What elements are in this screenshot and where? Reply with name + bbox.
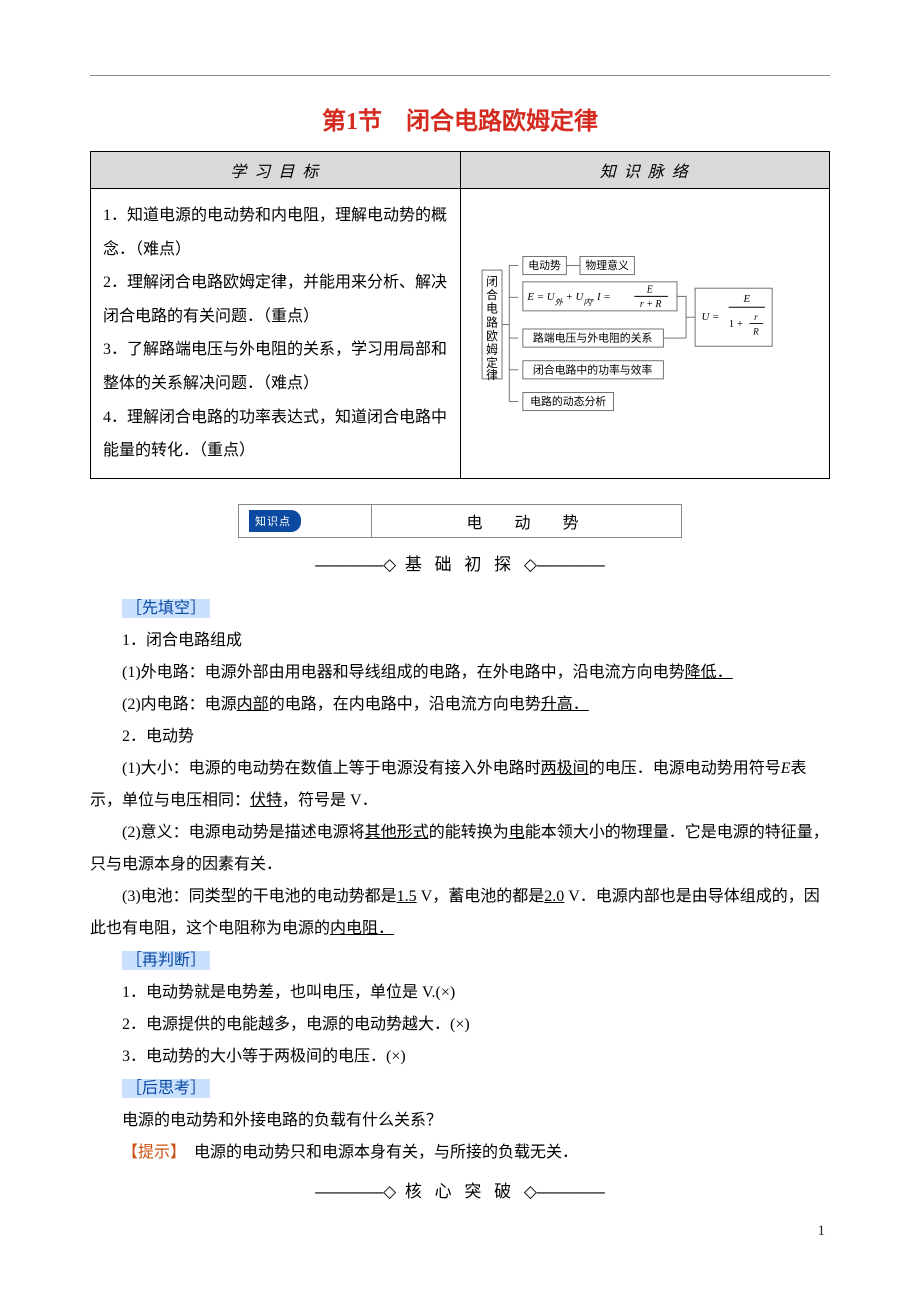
header-table: 学 习 目 标 知 识 脉 络 1．知道电源的电动势和内电阻，理解电动势的概念．… [90, 151, 830, 479]
knowledge-point-bar: 知识点 电 动 势 [90, 504, 830, 538]
svg-text:R: R [752, 326, 759, 336]
page-number: 1 [818, 1223, 826, 1240]
para-3: (2)内电路：电源内部的电路，在内电路中，沿电流方向电势升高． [90, 689, 830, 721]
answer-1: 【提示】 电源的电动势只和电源本身有关，与所接的负载无关． [90, 1137, 830, 1169]
para-7: (3)电池：同类型的干电池的电动势都是1.5 V，蓄电池的都是2.0 V．电源内… [90, 881, 830, 945]
svg-text:1 +: 1 + [728, 318, 742, 330]
svg-text:r: r [754, 312, 758, 322]
th-goals: 学 习 目 标 [91, 152, 461, 189]
para-1: 1．闭合电路组成 [90, 625, 830, 657]
goals-cell: 1．知道电源的电动势和内电阻，理解电动势的概念．（难点） 2．理解闭合电路欧姆定… [91, 189, 461, 479]
knowledge-map-svg: 闭 合 电 路 欧 姆 定 律 电动势 [473, 199, 818, 459]
svg-text:律: 律 [486, 369, 498, 382]
label-fill: ［先填空］ [122, 599, 210, 618]
page-title: 第1节 闭合电路欧姆定律 [90, 101, 830, 136]
label-think: ［后思考］ [122, 1079, 210, 1098]
svg-text:E = U外 + U内, I =: E = U外 + U内, I = [526, 291, 610, 307]
svg-text:合: 合 [486, 288, 498, 302]
svg-text:欧: 欧 [486, 330, 498, 343]
para-4: 2．电动势 [90, 721, 830, 753]
judge-3: 3．电动势的大小等于两极间的电压．(×) [90, 1041, 830, 1073]
subsection-basic: ————◇ 基 础 初 探 ◇———— [90, 550, 830, 575]
knowledge-map-cell: 闭 合 电 路 欧 姆 定 律 电动势 [460, 189, 830, 479]
question-1: 电源的电动势和外接电路的负载有什么关系？ [90, 1105, 830, 1137]
subsection-core: ————◇ 核 心 突 破 ◇———— [90, 1177, 830, 1202]
svg-text:闭: 闭 [486, 275, 498, 288]
svg-text:闭合电路中的功率与效率: 闭合电路中的功率与效率 [532, 362, 652, 376]
svg-text:路端电压与外电阻的关系: 路端电压与外电阻的关系 [532, 331, 652, 345]
svg-text:路: 路 [486, 315, 498, 329]
svg-text:电: 电 [486, 303, 498, 316]
kp-label: 电 动 势 [371, 504, 681, 537]
svg-text:电动势: 电动势 [528, 259, 561, 272]
svg-text:U =: U = [701, 311, 719, 323]
para-2: (1)外电路：电源外部由用电器和导线组成的电路，在外电路中，沿电流方向电势降低． [90, 657, 830, 689]
para-5: (1)大小：电源的电动势在数值上等于电源没有接入外电路时两极间的电压．电源电动势… [90, 753, 830, 817]
svg-text:姆: 姆 [486, 342, 498, 356]
judge-2: 2．电源提供的电能越多，电源的电动势越大．(×) [90, 1009, 830, 1041]
label-judge: ［再判断］ [122, 951, 210, 970]
th-map: 知 识 脉 络 [460, 152, 830, 189]
kp-badge: 知识点 [249, 510, 301, 532]
svg-text:E: E [742, 293, 750, 305]
svg-text:E: E [645, 285, 652, 296]
svg-text:r + R: r + R [639, 299, 661, 310]
kp-badge-cell: 知识点 [239, 504, 372, 537]
judge-1: 1．电动势就是电势差，也叫电压，单位是 V.(×) [90, 977, 830, 1009]
svg-text:物理意义: 物理意义 [585, 258, 629, 272]
svg-text:电路的动态分析: 电路的动态分析 [530, 394, 606, 408]
para-6: (2)意义：电源电动势是描述电源将其他形式的能转换为电能本领大小的物理量．它是电… [90, 817, 830, 881]
top-rule [90, 75, 830, 76]
